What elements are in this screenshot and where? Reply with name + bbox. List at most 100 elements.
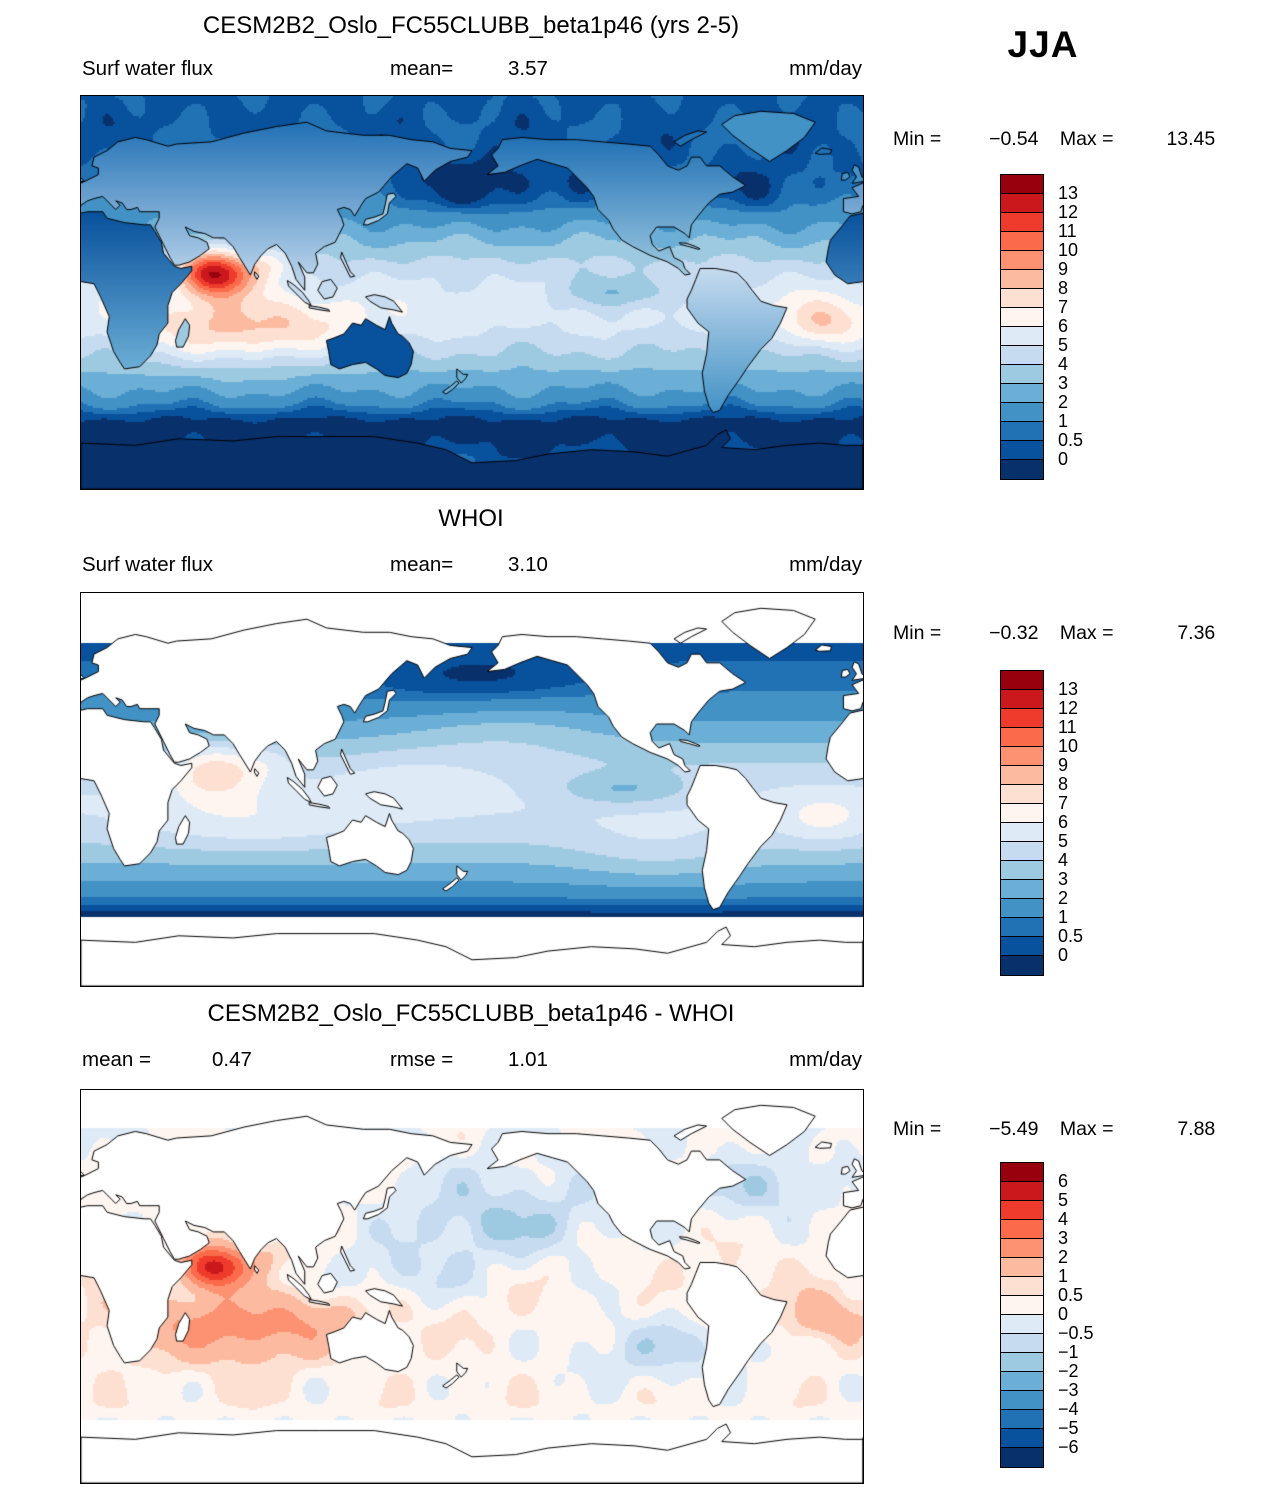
colorbar-box (1001, 1163, 1043, 1182)
colorbar-tick-label: −1 (1058, 1342, 1079, 1362)
colorbar-box (1001, 422, 1043, 441)
panel3-stats-row: mean = 0.47 rmse = 1.01 mm/day (80, 1048, 862, 1074)
colorbar-tick-label: 3 (1058, 869, 1069, 889)
colorbar-tick-label: 9 (1058, 259, 1069, 279)
colorbar-tick-label: 11 (1058, 717, 1077, 737)
colorbar-box (1001, 251, 1043, 270)
panel3-min-label: Min = (893, 1118, 942, 1140)
panel3-min-value: −5.49 (989, 1118, 1039, 1140)
colorbar-box (1001, 747, 1043, 766)
colorbar-box (1001, 1258, 1043, 1277)
colorbar-model-labels: 13 12 11 10 9 8 7 6 5 4 3 2 1 0.5 0 (1058, 174, 1208, 478)
panel2-units-label: mm/day (789, 553, 862, 576)
colorbar-tick-label: 5 (1058, 1190, 1069, 1210)
colorbar-box (1001, 1277, 1043, 1296)
panel1-mean-label: mean= (390, 57, 454, 80)
panel3-mean-label: mean = (82, 1048, 151, 1071)
panel1-title: CESM2B2_Oslo_FC55CLUBB_beta1p46 (yrs 2-5… (202, 12, 740, 39)
colorbar-diff-labels: 6 5 4 3 2 1 0.5 0 −0.5 −1 −2 −3 −4 −5 −6 (1058, 1162, 1208, 1466)
colorbar-box (1001, 861, 1043, 880)
panel1-min-label: Min = (893, 128, 942, 150)
panel2-min-value: −0.32 (989, 622, 1039, 644)
colorbar-tick-label: 10 (1058, 736, 1079, 756)
colorbar-box (1001, 1315, 1043, 1334)
colorbar-tick-label: −2 (1058, 1361, 1079, 1381)
colorbar-tick-label: 13 (1058, 183, 1079, 203)
panel1-minmax: Min = −0.54 Max = 13.45 (893, 128, 1215, 151)
colorbar-box (1001, 709, 1043, 728)
colorbar-tick-label: 3 (1058, 373, 1069, 393)
colorbar-tick-label: 2 (1058, 392, 1069, 412)
panel1-var-label: Surf water flux (82, 57, 214, 80)
colorbar-tick-label: 5 (1058, 831, 1069, 851)
panel1-stats-row: Surf water flux mean= 3.57 mm/day (80, 57, 862, 83)
colorbar-tick-label: 8 (1058, 774, 1069, 794)
colorbar-box (1001, 194, 1043, 213)
colorbar-obs: 13 12 11 10 9 8 7 6 5 4 3 2 1 0.5 0 (1000, 670, 1210, 980)
colorbar-tick-label: 12 (1058, 698, 1079, 718)
colorbar-tick-label: 0 (1058, 449, 1069, 469)
colorbar-tick-label: 7 (1058, 793, 1069, 813)
colorbar-box (1001, 289, 1043, 308)
colorbar-box (1001, 918, 1043, 937)
colorbar-tick-label: 4 (1058, 1209, 1069, 1229)
colorbar-box (1001, 785, 1043, 804)
colorbar-tick-label: 2 (1058, 888, 1069, 908)
colorbar-tick-label: 8 (1058, 278, 1069, 298)
panel1-mean-value: 3.57 (508, 57, 548, 80)
colorbar-tick-label: 6 (1058, 1171, 1069, 1191)
colorbar-tick-label: 2 (1058, 1247, 1069, 1267)
colorbar-tick-label: 9 (1058, 755, 1069, 775)
colorbar-box (1001, 1372, 1043, 1391)
colorbar-model-boxes (1000, 174, 1044, 480)
colorbar-box (1001, 270, 1043, 289)
colorbar-tick-label: 1 (1058, 1266, 1069, 1286)
colorbar-tick-label: 13 (1058, 679, 1079, 699)
colorbar-box (1001, 1334, 1043, 1353)
colorbar-box (1001, 1296, 1043, 1315)
panel3-rmse-value: 1.01 (508, 1048, 548, 1071)
colorbar-tick-label: 5 (1058, 335, 1069, 355)
panel3-units-label: mm/day (789, 1048, 862, 1071)
panel1-max-label: Max = (1059, 128, 1114, 150)
colorbar-box (1001, 1391, 1043, 1410)
map-model-canvas (80, 95, 864, 490)
colorbar-tick-label: 3 (1058, 1228, 1069, 1248)
colorbar-tick-label: −0.5 (1058, 1323, 1094, 1343)
colorbar-box (1001, 175, 1043, 194)
colorbar-box (1001, 880, 1043, 899)
panel1-max-value: 13.45 (1166, 128, 1216, 150)
colorbar-box (1001, 213, 1043, 232)
colorbar-tick-label: 4 (1058, 850, 1069, 870)
colorbar-box (1001, 365, 1043, 384)
colorbar-box (1001, 671, 1043, 690)
colorbar-box (1001, 441, 1043, 460)
panel3-title: CESM2B2_Oslo_FC55CLUBB_beta1p46 - WHOI (207, 1000, 735, 1027)
colorbar-box (1001, 327, 1043, 346)
panel2-mean-value: 3.10 (508, 553, 548, 576)
colorbar-box (1001, 1353, 1043, 1372)
panel3-rmse-label: rmse = (390, 1048, 454, 1071)
colorbar-tick-label: 0 (1058, 945, 1069, 965)
colorbar-box (1001, 842, 1043, 861)
colorbar-tick-label: 0.5 (1058, 430, 1084, 450)
colorbar-tick-label: 6 (1058, 812, 1069, 832)
panel3-max-label: Max = (1059, 1118, 1114, 1140)
colorbar-obs-labels: 13 12 11 10 9 8 7 6 5 4 3 2 1 0.5 0 (1058, 670, 1208, 974)
colorbar-box (1001, 956, 1043, 975)
colorbar-box (1001, 403, 1043, 422)
panel2-max-value: 7.36 (1177, 622, 1216, 644)
map-diff-canvas (80, 1089, 864, 1484)
panel2-stats-row: Surf water flux mean= 3.10 mm/day (80, 553, 862, 579)
panel2-minmax: Min = −0.32 Max = 7.36 (893, 622, 1215, 645)
colorbar-tick-label: 12 (1058, 202, 1079, 222)
colorbar-box (1001, 1239, 1043, 1258)
panel2-min-label: Min = (893, 622, 942, 644)
colorbar-box (1001, 766, 1043, 785)
panel2-title: WHOI (438, 505, 504, 532)
colorbar-box (1001, 1410, 1043, 1429)
colorbar-box (1001, 690, 1043, 709)
colorbar-model: 13 12 11 10 9 8 7 6 5 4 3 2 1 0.5 0 (1000, 174, 1210, 484)
colorbar-obs-boxes (1000, 670, 1044, 976)
